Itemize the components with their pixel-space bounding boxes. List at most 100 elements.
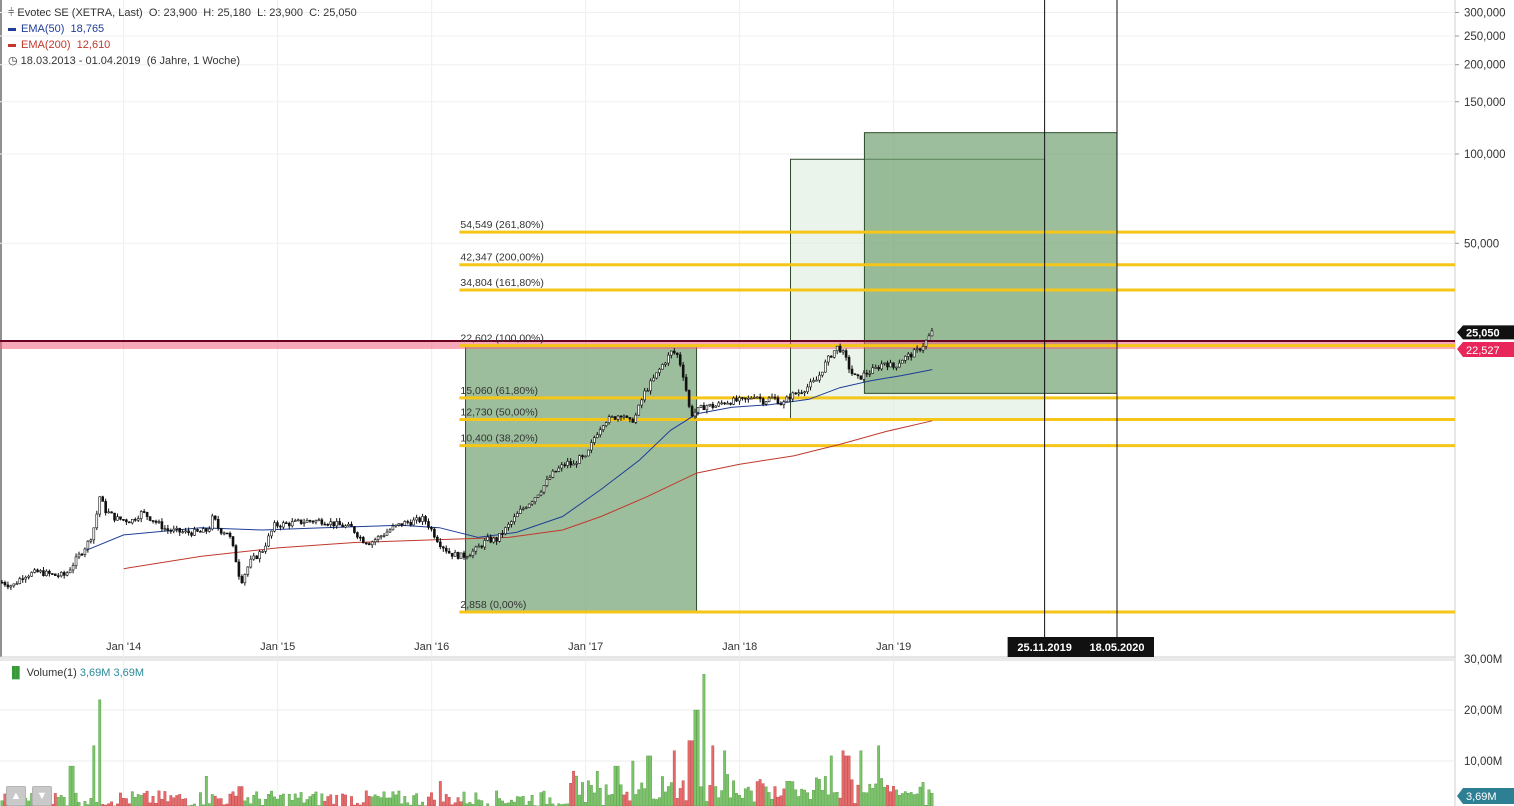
candle-body [489,536,492,543]
volume-y-tick-label: 10,00M [1464,756,1502,768]
volume-bar [542,790,546,806]
candle-body [122,519,125,521]
candle-body [486,536,490,541]
volume-bar [311,794,315,806]
candle-body [276,522,279,527]
volume-bar [847,755,851,806]
volume-bar [127,803,131,806]
volume-bar [835,792,839,806]
volume-bar [68,765,72,806]
volume-bar [797,796,801,806]
candle-body [107,511,110,514]
volume-bar [394,794,398,806]
candle-body [9,585,13,588]
candle-body [190,532,193,536]
volume-legend[interactable]: ▐▌ Volume(1) 3,69M 3,69M [8,667,144,679]
volume-bar [897,795,901,806]
candle-body [205,528,208,532]
candle-body [610,416,614,418]
projection-box [465,345,698,613]
candle-body [427,521,430,528]
volume-bar [273,796,276,806]
chart-legend: ⫩ Evotec SE (XETRA, Last) O: 23,900 H: 2… [8,5,357,69]
candle-body [145,511,149,517]
volume-bar [595,771,599,806]
volume-bar [868,783,872,806]
fib-level-label: 12,730 (50,00%) [460,407,538,419]
volume-bar [376,796,380,806]
chart-type-icon: ⫩ [8,7,15,19]
volume-bar [264,799,267,806]
candle-body [332,521,336,527]
candle-body [518,508,522,514]
price-axis-panel [1455,0,1514,806]
volume-bar [83,801,87,806]
y-tick-label: 50,000 [1464,238,1499,250]
candle-body [501,532,504,535]
volume-bar [746,786,750,806]
volume-bar [572,770,575,806]
volume-bar [258,798,262,806]
candle-body [560,464,564,469]
volume-bar [219,798,223,806]
volume-bar [693,709,697,806]
scroll-down-button[interactable]: ▼ [32,786,52,806]
candle-body [83,548,87,555]
volume-bar [856,784,860,806]
volume-bar [800,788,804,806]
candle-body [225,532,229,535]
candle-body [723,402,726,405]
volume-bar [880,778,884,806]
volume-bar [930,792,934,806]
volume-bar [794,789,798,806]
candle-body [409,522,413,526]
date-range: 18.03.2013 - 01.04.2019 [20,55,141,67]
candle-body [631,418,635,423]
volume-bar [474,792,478,806]
candle-body [613,416,617,420]
volume-bar [290,799,294,806]
candle-body [302,522,306,524]
volume-bar [785,781,789,806]
candle-body [856,374,860,377]
volume-bar [234,795,238,806]
candle-body [24,577,27,580]
candle-body [853,373,857,376]
candle-body [282,522,285,528]
y-tick-label: 150,000 [1464,97,1506,109]
candle-body [749,397,753,400]
volume-bar [62,797,66,806]
volume-bar [332,803,336,806]
candle-body [59,572,63,577]
volume-bar [752,801,756,806]
candle-body [175,527,179,530]
scroll-up-button[interactable]: ▲ [6,786,26,806]
volume-bar [815,777,818,806]
volume-bar [255,791,259,806]
volume-bar [548,797,552,806]
volume-bar [510,799,513,806]
volume-bar [675,798,679,806]
volume-bar [430,792,433,806]
ema200-line [123,420,933,570]
candle-body [581,455,584,458]
volume-bar [145,790,149,806]
candle-body [930,330,934,337]
volume-bar [809,799,812,806]
volume-bar-icon: ▐▌ [8,667,24,679]
volume-bar [643,788,647,806]
volume-bar [539,792,543,806]
legend-ema200[interactable]: EMA(200) 12,610 [8,37,357,53]
fib-level-label: 10,400 (38,20%) [460,433,538,445]
candle-body [98,496,102,515]
candle-body [747,397,750,400]
volume-bar [53,793,57,806]
volume-bar [720,790,724,806]
volume-bar [666,786,670,806]
candle-body [687,390,691,407]
candle-body [228,532,232,537]
candle-body [554,470,558,473]
legend-ema50[interactable]: EMA(50) 18,765 [8,21,357,37]
candle-body [705,405,709,411]
